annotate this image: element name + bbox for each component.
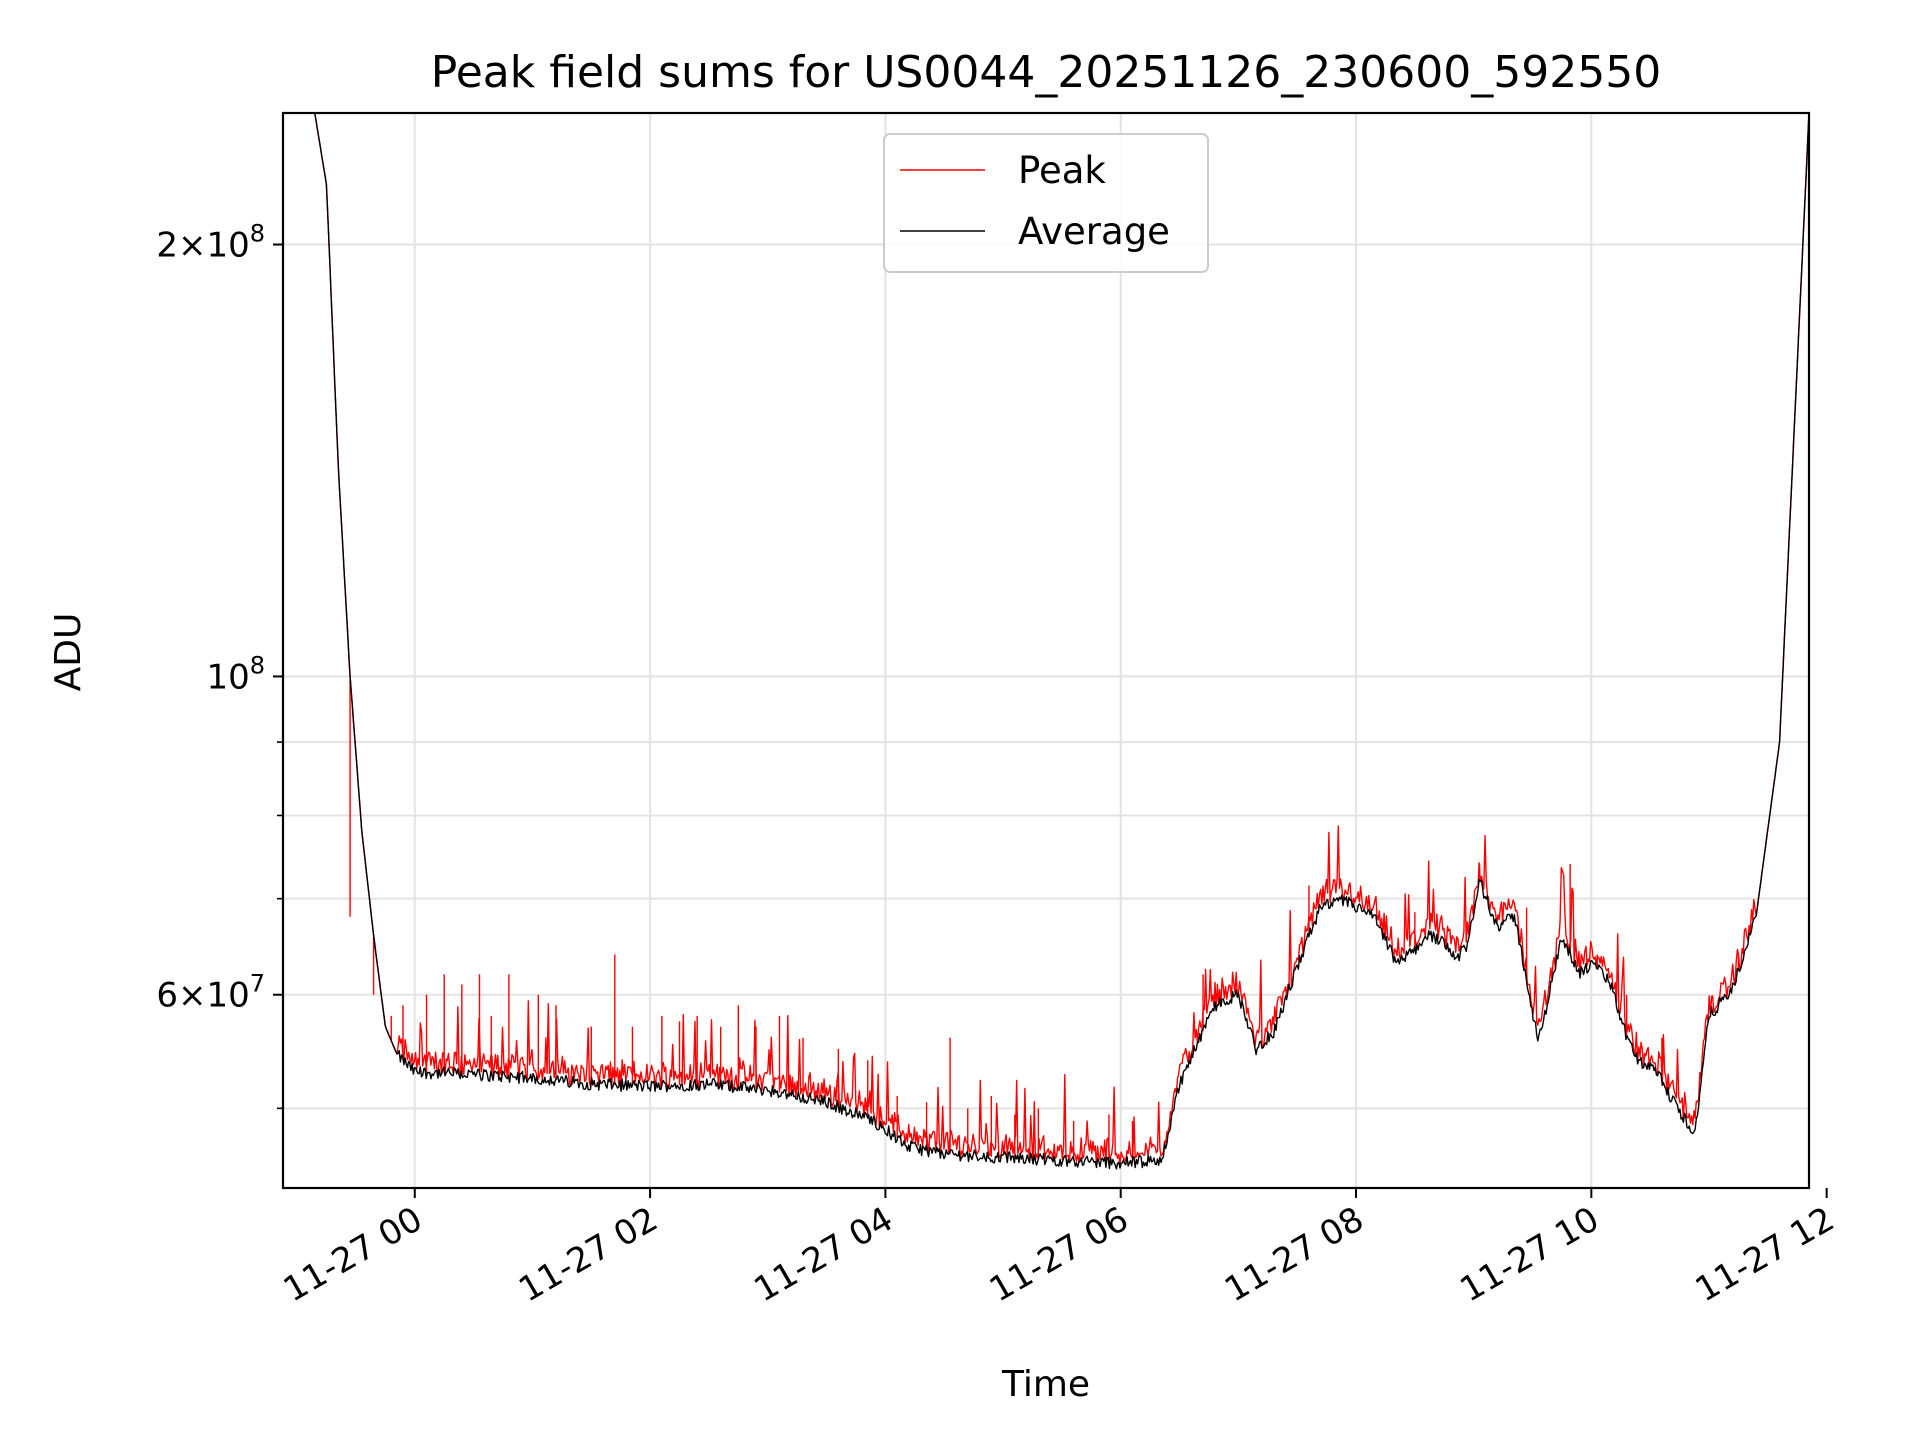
y-tick-label: 6×107	[156, 970, 265, 1016]
y-axis-label: ADU	[48, 613, 89, 692]
legend-box	[883, 133, 1209, 273]
series-average-line	[283, 112, 1810, 1170]
y-tick-label: 108	[206, 651, 265, 697]
plot-frame	[281, 111, 1811, 1190]
grid	[283, 113, 1809, 1188]
y-axis-ticks: 6×107 108 2×108	[156, 220, 283, 1110]
chart-title: Peak field sums for US0044_20251126_2306…	[431, 47, 1661, 98]
legend: Peak Average	[883, 133, 1209, 273]
legend-label-average: Average	[1018, 210, 1170, 253]
legend-label-peak: Peak	[1018, 149, 1106, 192]
y-tick-label: 2×108	[156, 220, 265, 266]
x-axis-label: Time	[1001, 1364, 1090, 1405]
series-layer	[283, 112, 1810, 1170]
